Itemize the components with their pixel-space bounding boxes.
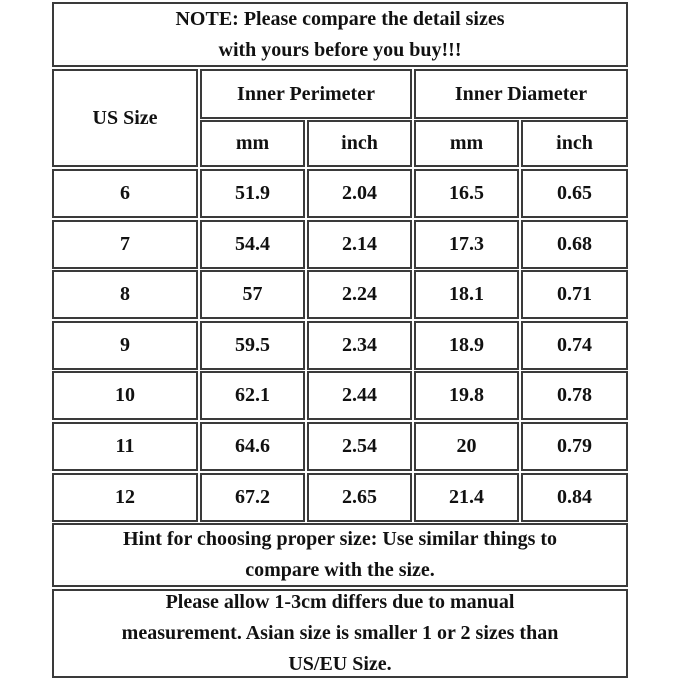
cell-perimeter-mm: 59.5 [200,320,305,370]
cell-diameter-inch: 0.74 [521,320,628,370]
cell-perimeter-mm: 64.6 [200,422,305,471]
cell-perimeter-inch: 2.44 [307,371,412,421]
cell-diameter-mm: 19.8 [414,371,519,421]
header-unit-inch: inch [307,120,412,167]
cell-diameter-mm: 16.5 [414,169,519,218]
cell-us-size: 6 [52,169,198,218]
cell-perimeter-mm: 54.4 [200,219,305,269]
cell-perimeter-mm: 67.2 [200,472,305,522]
hint-line-2: compare with the size. [245,559,435,581]
header-unit-mm: mm [200,120,305,167]
header-inner-diameter: Inner Diameter [414,69,628,119]
cell-diameter-mm: 21.4 [414,472,519,522]
header-unit-mm: mm [414,120,519,167]
cell-perimeter-inch: 2.24 [307,270,412,320]
cell-diameter-inch: 0.79 [521,422,628,471]
footer-line-3: US/EU Size. [288,653,392,675]
cell-diameter-inch: 0.78 [521,371,628,421]
cell-perimeter-inch: 2.54 [307,422,412,471]
cell-diameter-mm: 18.1 [414,270,519,320]
cell-us-size: 8 [52,270,198,320]
footer-line-1: Please allow 1-3cm differs due to manual [165,591,515,613]
cell-us-size: 9 [52,320,198,370]
note-line-2: with yours before you buy!!! [218,38,462,61]
cell-us-size: 11 [52,422,198,471]
hint-line-1: Hint for choosing proper size: Use simil… [122,528,558,550]
cell-perimeter-inch: 2.34 [307,320,412,370]
note-cell: NOTE: Please compare the detail sizes wi… [52,2,628,67]
cell-diameter-inch: 0.65 [521,169,628,218]
cell-perimeter-mm: 57 [200,270,305,320]
note-line-1: NOTE: Please compare the detail sizes [175,7,505,30]
cell-perimeter-inch: 2.14 [307,219,412,269]
cell-us-size: 10 [52,371,198,421]
cell-diameter-inch: 0.68 [521,219,628,269]
cell-diameter-mm: 18.9 [414,320,519,370]
cell-perimeter-inch: 2.04 [307,169,412,218]
cell-perimeter-mm: 62.1 [200,371,305,421]
footer-note-cell: Please allow 1-3cm differs due to manual… [52,589,628,678]
cell-us-size: 7 [52,219,198,269]
cell-diameter-inch: 0.71 [521,270,628,320]
cell-diameter-inch: 0.84 [521,472,628,522]
header-unit-inch: inch [521,120,628,167]
cell-diameter-mm: 17.3 [414,219,519,269]
cell-perimeter-inch: 2.65 [307,472,412,522]
cell-diameter-mm: 20 [414,422,519,471]
footer-line-2: measurement. Asian size is smaller 1 or … [121,622,559,644]
cell-us-size: 12 [52,472,198,522]
cell-perimeter-mm: 51.9 [200,169,305,218]
hint-cell: Hint for choosing proper size: Use simil… [52,523,628,587]
header-inner-perimeter: Inner Perimeter [200,69,412,119]
header-us-size: US Size [52,69,198,167]
